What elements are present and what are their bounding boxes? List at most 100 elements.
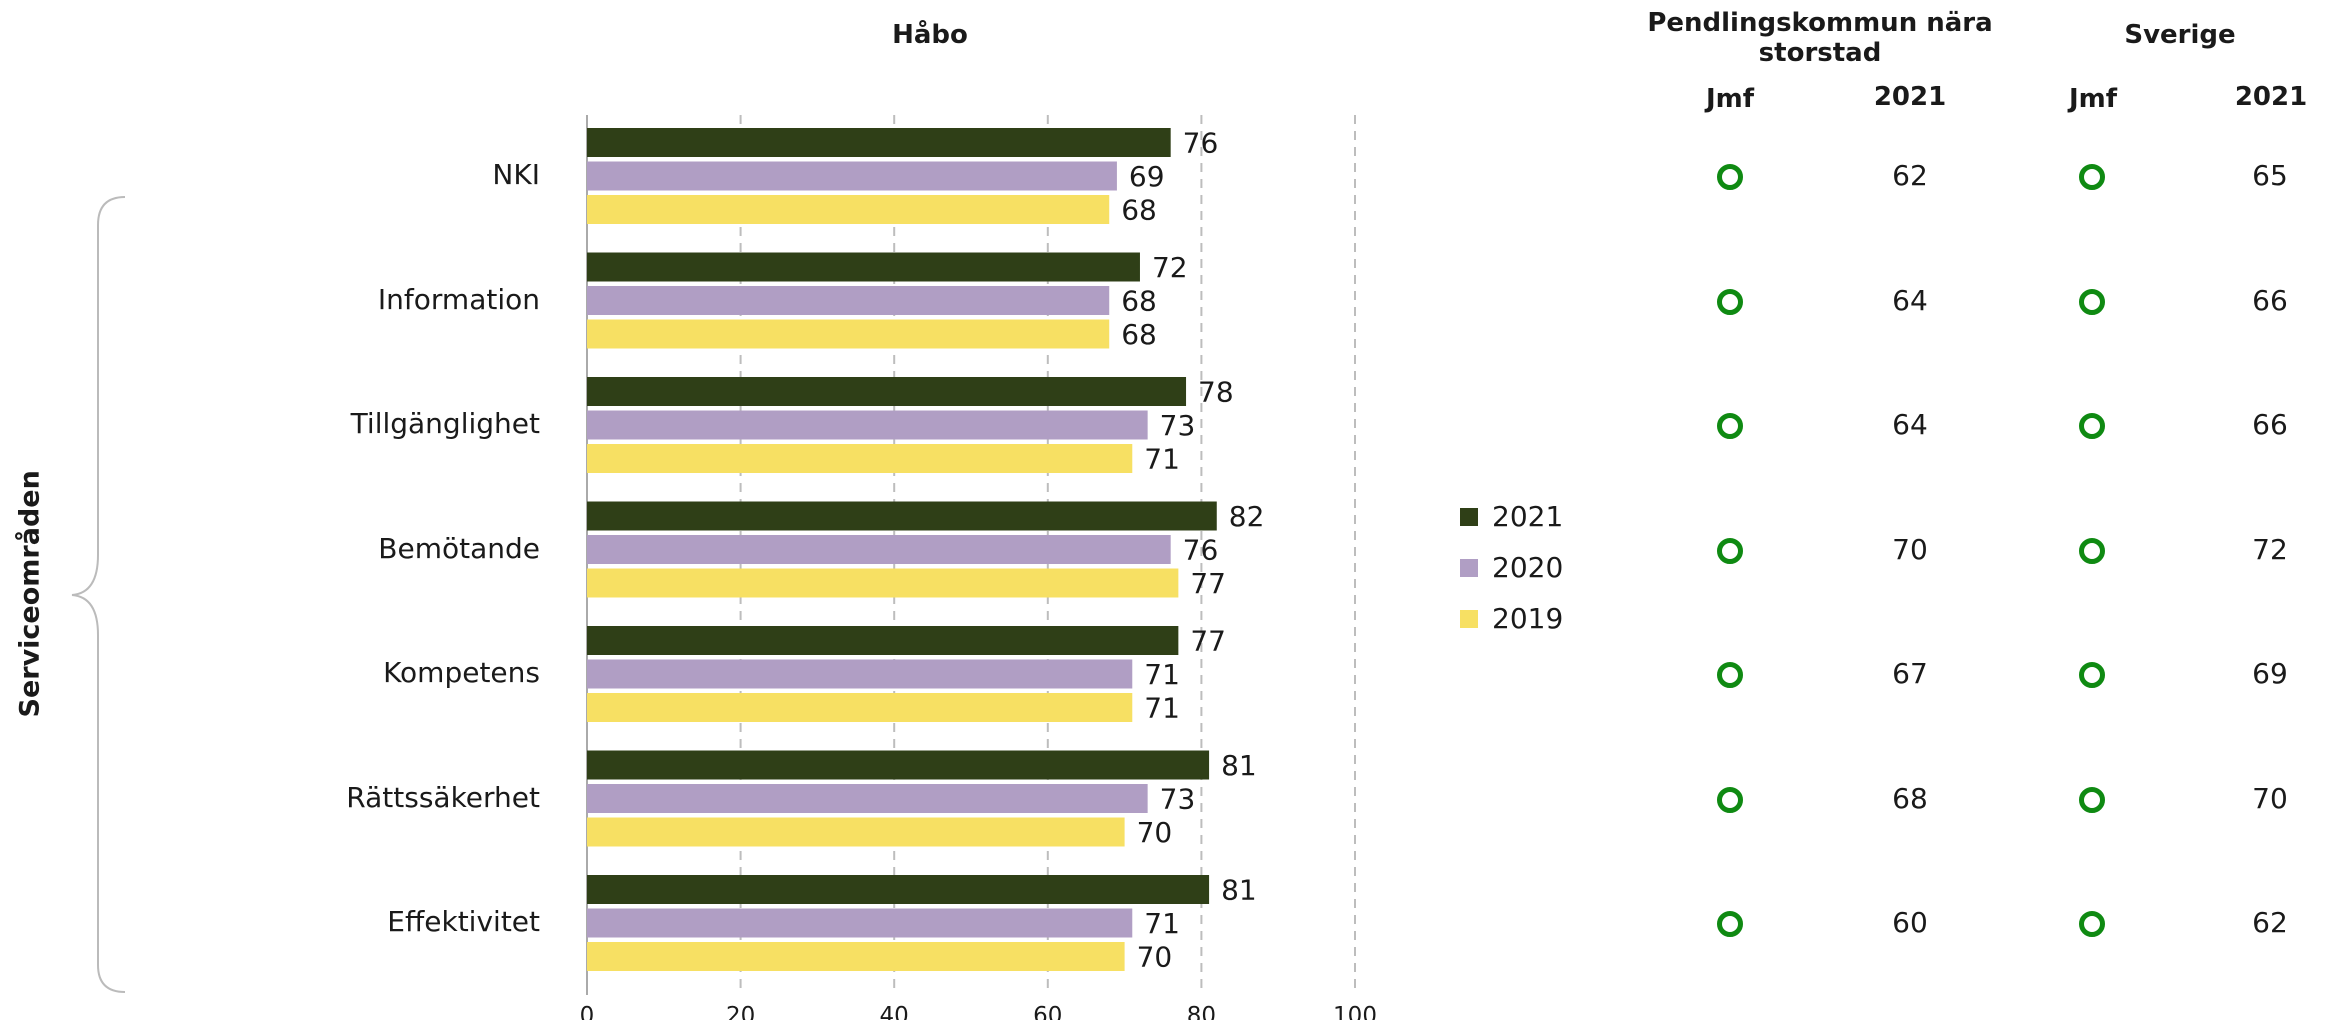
- data-label: 78: [1198, 376, 1234, 409]
- bar-2021: [587, 377, 1187, 406]
- green-circle-icon: [1717, 537, 1743, 564]
- col-header-year-pendling: 2021: [1873, 82, 1947, 112]
- legend-label: 2019: [1492, 602, 1564, 635]
- data-label: 68: [1121, 194, 1157, 227]
- comparison-value: 64: [1892, 408, 1928, 441]
- comparison-value: 65: [2252, 159, 2288, 192]
- bar-2019: [587, 568, 1179, 598]
- green-circle-icon: [1717, 288, 1743, 315]
- comparison-value: 66: [2252, 283, 2288, 317]
- category-label: Rättssäkerhet: [346, 780, 540, 814]
- legend-swatch: [1460, 609, 1478, 628]
- data-label: 82: [1229, 500, 1265, 533]
- col-header-jmf-pendling: Jmf: [1705, 84, 1755, 114]
- bar-2020: [587, 659, 1133, 689]
- data-label: 76: [1183, 534, 1219, 567]
- green-circle-icon: [1717, 662, 1743, 688]
- bar-2019: [587, 942, 1125, 971]
- comparison-value: 64: [1892, 283, 1928, 317]
- bar-2021: [587, 626, 1179, 655]
- data-label: 77: [1190, 625, 1226, 658]
- legend-item: 2019: [1460, 602, 1563, 635]
- comparison-value: 70: [2252, 781, 2288, 815]
- x-tick-label: 40: [880, 1003, 909, 1020]
- data-label: 76: [1183, 127, 1219, 160]
- col-header-year-sverige: 2021: [2234, 82, 2308, 112]
- data-label: 73: [1160, 409, 1196, 442]
- data-label: 70: [1137, 941, 1173, 974]
- bar-2021: [587, 128, 1171, 157]
- data-label: 70: [1137, 816, 1173, 849]
- legend-label: 2020: [1492, 551, 1564, 584]
- comparison-value: 66: [2252, 408, 2288, 441]
- bar-2021: [587, 875, 1210, 904]
- legend-swatch: [1460, 558, 1478, 577]
- comparison-value: 68: [1892, 781, 1928, 815]
- bar-2019: [587, 319, 1110, 349]
- green-circle-icon: [1717, 786, 1743, 813]
- x-tick-label: 20: [726, 1003, 755, 1020]
- green-circle-icon: [1717, 911, 1743, 937]
- category-label: Information: [377, 282, 540, 316]
- bar-2020: [587, 535, 1171, 564]
- bar-chart: 0 20 40 60 80 1007669687268687873718276777771…: [580, 115, 1377, 1020]
- category-label: Kompetens: [383, 656, 540, 689]
- bar-2020: [587, 161, 1117, 191]
- bar-2019: [587, 693, 1133, 722]
- comparison-value: 60: [1892, 906, 1928, 939]
- x-tick-label: 60: [1033, 1003, 1062, 1020]
- y-axis-brace: [71, 196, 126, 993]
- green-circle-icon: [2079, 911, 2105, 937]
- category-label: Tillgänglighet: [350, 407, 540, 440]
- bar-2020: [587, 784, 1148, 813]
- green-circle-icon: [2079, 413, 2105, 439]
- green-circle-icon: [2079, 288, 2105, 315]
- data-label: 71: [1144, 692, 1180, 725]
- green-circle-icon: [2079, 537, 2105, 564]
- green-circle-icon: [2079, 164, 2105, 190]
- bar-2019: [587, 195, 1110, 224]
- comparison-value: 72: [2252, 532, 2288, 566]
- bar-2019: [587, 817, 1125, 847]
- data-label: 81: [1221, 749, 1257, 782]
- data-label: 69: [1129, 160, 1165, 193]
- data-label: 71: [1144, 907, 1180, 940]
- data-label: 68: [1121, 318, 1157, 351]
- legend-label: 2021: [1492, 500, 1564, 533]
- data-label: 81: [1221, 874, 1257, 907]
- bar-2020: [587, 908, 1133, 938]
- data-label: 72: [1152, 251, 1188, 284]
- col-header-jmf-sverige: Jmf: [2068, 84, 2118, 114]
- comparison-value: 62: [2252, 906, 2288, 939]
- comparison-value: 67: [1892, 657, 1928, 690]
- data-label: 77: [1190, 567, 1226, 600]
- bar-2019: [587, 444, 1133, 473]
- legend-item: 2020: [1460, 551, 1563, 584]
- legend-item: 2021: [1460, 500, 1563, 533]
- green-circle-icon: [1717, 164, 1743, 190]
- x-tick-label: 80: [1187, 1003, 1216, 1020]
- group-title-pendling: Pendlingskommun nära storstad: [1647, 8, 1993, 68]
- data-label: 68: [1121, 285, 1157, 318]
- category-label: Bemötande: [378, 531, 540, 565]
- green-circle-icon: [2079, 786, 2105, 813]
- data-label: 71: [1144, 658, 1180, 691]
- x-tick-label: 100: [1333, 1003, 1377, 1020]
- comparison-value: 62: [1892, 159, 1928, 192]
- comparison-value: 69: [2252, 657, 2288, 690]
- bar-2021: [587, 501, 1217, 531]
- bar-2021: [587, 750, 1210, 780]
- bar-2020: [587, 286, 1110, 315]
- bar-2020: [587, 410, 1148, 440]
- legend-swatch: [1460, 507, 1478, 526]
- group-title-sverige: Sverige: [2124, 20, 2236, 50]
- bar-2021: [587, 252, 1140, 282]
- green-circle-icon: [1717, 413, 1743, 439]
- category-label: NKI: [492, 158, 540, 191]
- green-circle-icon: [2079, 662, 2105, 688]
- data-label: 71: [1144, 443, 1180, 476]
- comparison-value: 70: [1892, 532, 1928, 566]
- category-label: Effektivitet: [387, 905, 540, 938]
- chart-title: Håbo: [892, 20, 968, 50]
- data-label: 73: [1160, 783, 1196, 816]
